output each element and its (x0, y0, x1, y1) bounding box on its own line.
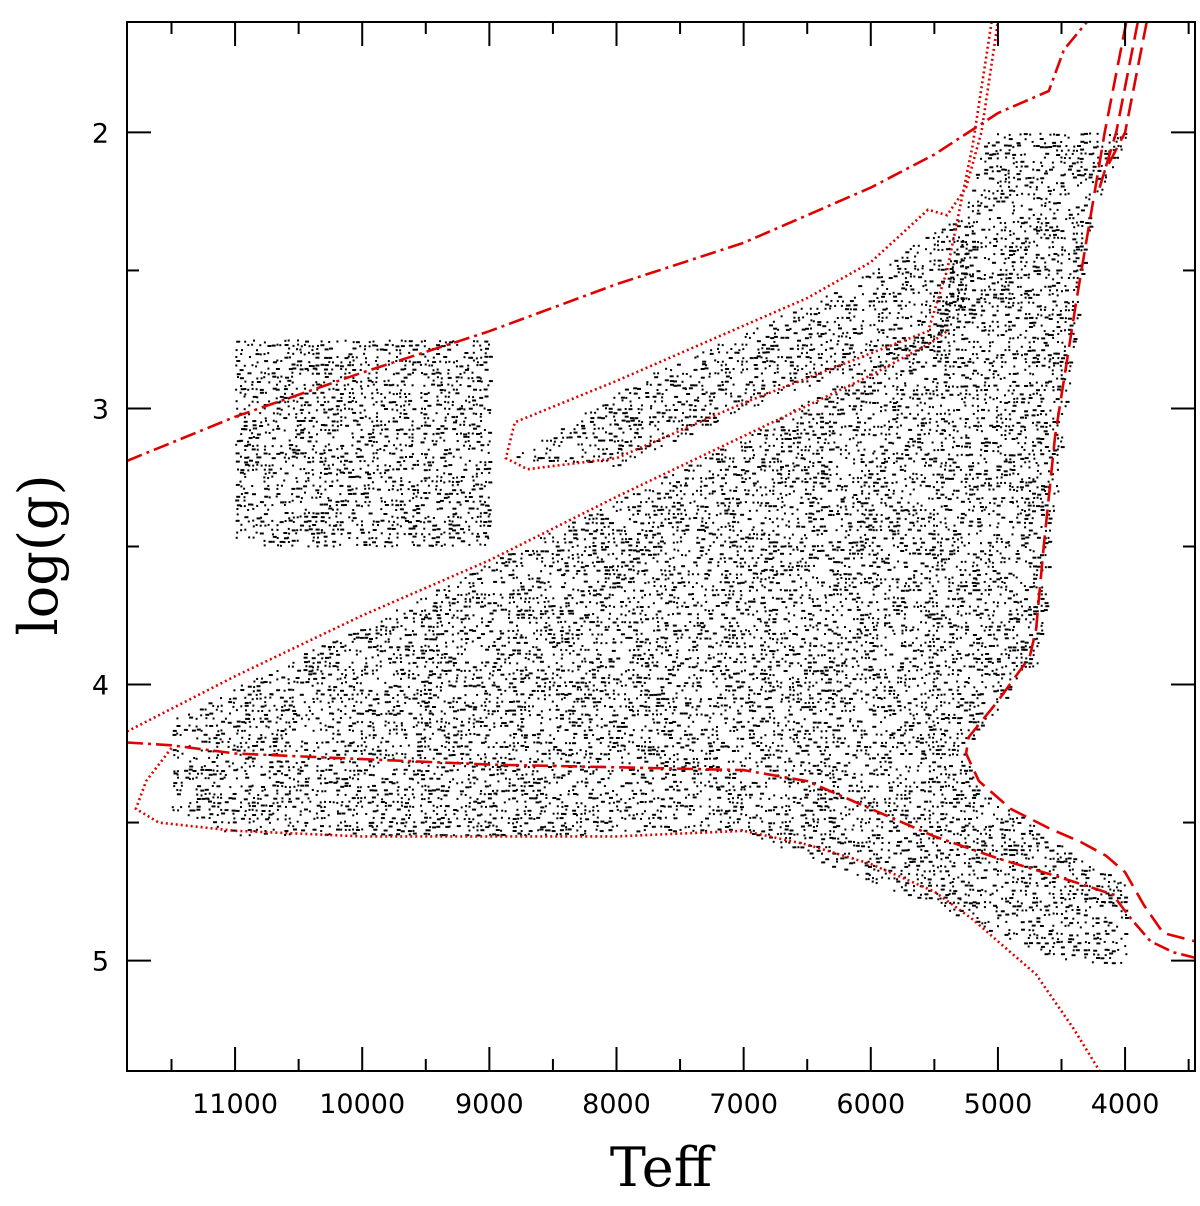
curve-dash-dot-2 (126, 741, 1196, 960)
axis-ticks (127, 22, 1195, 1071)
x-tick-label: 4000 (1091, 1089, 1160, 1120)
curve-dashed-4 (1098, 21, 1140, 188)
scatter-points (171, 132, 1129, 965)
x-tick-label: 7000 (709, 1089, 778, 1120)
y-tick-label: 4 (92, 671, 109, 702)
x-tick-label: 8000 (582, 1089, 651, 1120)
curve-dashed-5 (1102, 21, 1148, 175)
x-tick-label: 11000 (192, 1089, 278, 1120)
x-tick-label: 9000 (455, 1089, 524, 1120)
tick-labels: 11000 10000 9000 8000 7000 6000 5000 4000 2 3 4 5 (92, 118, 1160, 1120)
x-tick-label: 10000 (319, 1089, 405, 1120)
curve-dotted-6 (504, 21, 1000, 471)
y-tick-label: 3 (92, 394, 109, 425)
x-axis-title: Teff (610, 1136, 716, 1199)
curve-dashed-3 (964, 21, 1196, 943)
curve-dotted-8 (134, 747, 1101, 1072)
y-tick-label: 2 (92, 118, 109, 149)
y-tick-label: 5 (92, 947, 109, 978)
x-tick-label: 5000 (964, 1089, 1033, 1120)
y-axis-title: log(g) (7, 474, 70, 635)
curve-dotted-7 (126, 330, 948, 733)
x-tick-label: 6000 (836, 1089, 905, 1120)
model-curves (126, 21, 1196, 1072)
